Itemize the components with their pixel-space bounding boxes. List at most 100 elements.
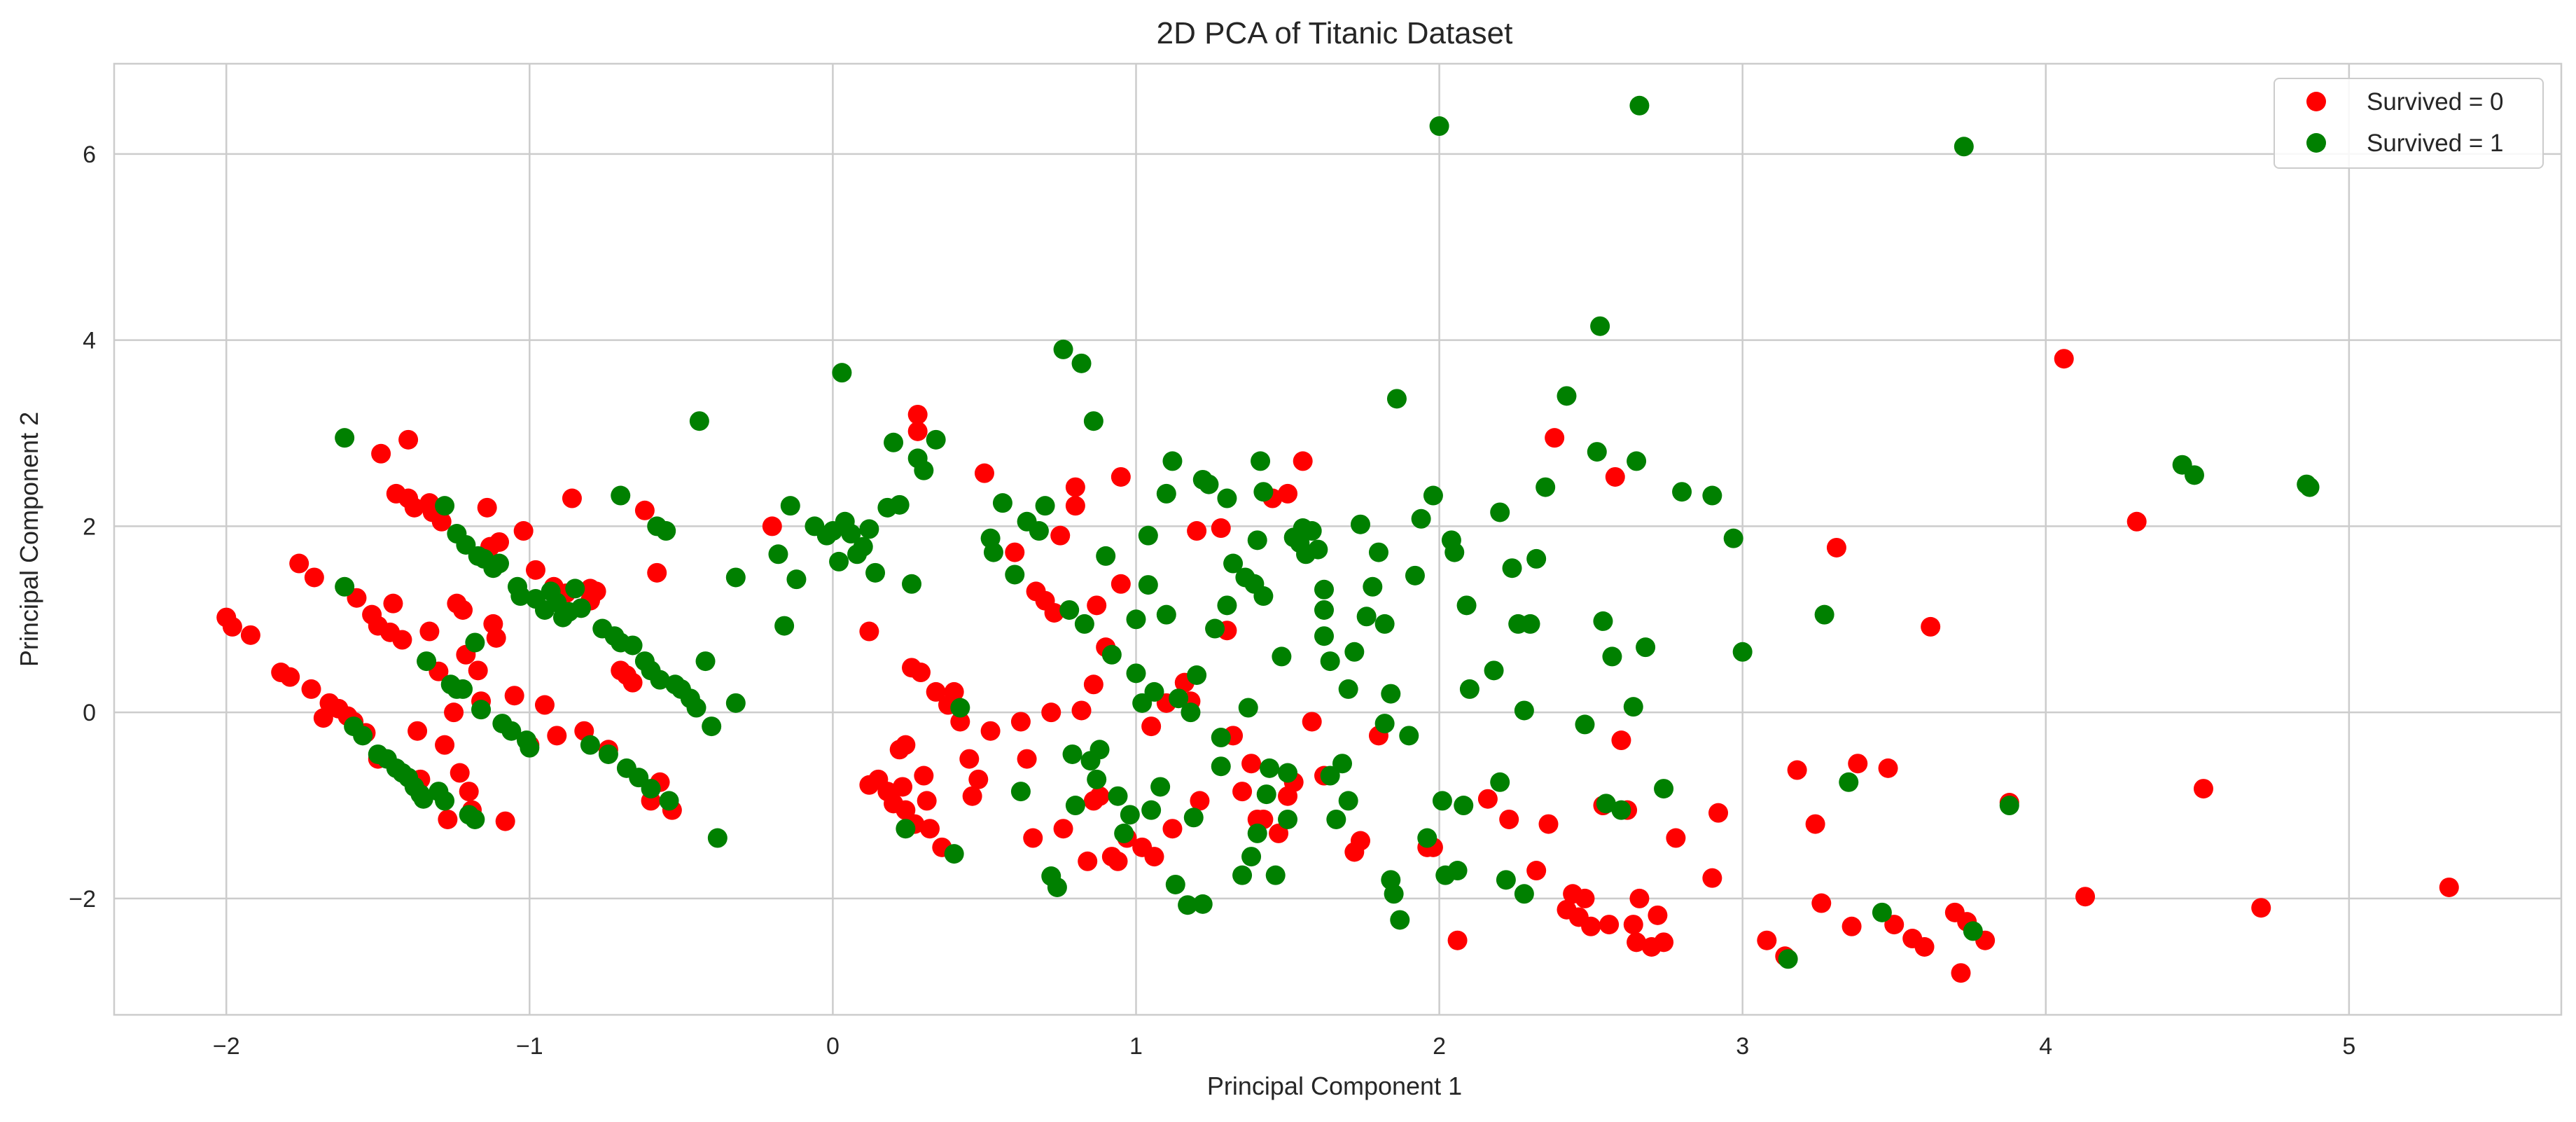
data-point	[1320, 766, 1340, 786]
data-point	[504, 686, 524, 706]
data-point	[1083, 674, 1103, 695]
data-point	[1217, 595, 1237, 616]
data-point	[896, 819, 916, 839]
data-point	[1757, 930, 1777, 950]
data-point	[659, 791, 679, 811]
data-point	[398, 429, 419, 450]
x-tick-label: 3	[1736, 1033, 1749, 1060]
data-point	[1459, 679, 1480, 699]
data-point	[1071, 353, 1092, 373]
data-point	[1374, 614, 1395, 634]
data-point	[1514, 884, 1534, 904]
data-point	[1183, 808, 1204, 828]
data-point	[1842, 916, 1862, 936]
data-point	[920, 819, 940, 839]
data-point	[829, 551, 849, 572]
data-point	[408, 721, 428, 741]
data-point	[1181, 702, 1201, 723]
data-point	[1590, 316, 1610, 336]
data-point	[444, 702, 464, 723]
data-point	[859, 621, 879, 642]
data-point	[622, 635, 643, 656]
data-point	[622, 672, 643, 693]
data-point	[1269, 823, 1289, 843]
data-point	[780, 496, 800, 516]
data-point	[1278, 809, 1298, 829]
x-tick-label: −1	[516, 1033, 543, 1060]
y-tick-label: 4	[83, 328, 96, 354]
data-point	[1050, 525, 1071, 546]
data-point	[383, 593, 403, 614]
data-point	[1575, 888, 1595, 908]
data-point	[1514, 700, 1534, 721]
data-point	[1251, 451, 1271, 471]
data-point	[762, 516, 782, 536]
data-point	[1120, 805, 1140, 825]
y-tick-label: 0	[83, 700, 96, 726]
data-point	[944, 844, 964, 864]
data-point	[1384, 884, 1404, 904]
data-point	[1490, 502, 1510, 522]
x-tick-labels: −2 −1 0 1 2 3 4 5	[213, 1033, 2355, 1060]
data-point	[1611, 800, 1631, 820]
y-tick-label: 2	[83, 513, 96, 540]
data-point	[1732, 642, 1753, 662]
data-point	[1320, 651, 1340, 672]
data-point	[1144, 681, 1164, 702]
data-point	[1089, 786, 1110, 806]
data-point	[1256, 784, 1276, 805]
data-point	[1623, 915, 1643, 935]
data-point	[1629, 95, 1650, 116]
data-point	[1456, 595, 1477, 616]
data-point	[950, 712, 970, 732]
data-point	[1314, 626, 1335, 646]
data-point	[1332, 754, 1352, 774]
data-point	[1065, 477, 1085, 497]
data-point	[1078, 851, 1098, 871]
data-point	[1141, 800, 1162, 820]
legend-label-survived-1: Survived = 1	[2367, 130, 2504, 157]
data-point	[2439, 877, 2459, 897]
data-point	[495, 811, 515, 831]
data-point	[725, 693, 746, 713]
data-point	[1432, 791, 1452, 811]
data-point	[1302, 521, 1322, 541]
data-point	[501, 721, 522, 741]
data-point	[1654, 779, 1674, 799]
data-point	[1914, 937, 1935, 957]
data-point	[1074, 614, 1094, 634]
legend-label-survived-0: Survived = 0	[2367, 88, 2504, 116]
data-point	[1111, 574, 1131, 594]
data-point	[1089, 740, 1110, 760]
data-point	[1350, 831, 1370, 851]
y-tick-label: −2	[69, 886, 96, 913]
data-point	[893, 777, 913, 797]
data-point	[774, 616, 795, 636]
data-point	[1144, 847, 1164, 867]
data-point	[1205, 618, 1225, 639]
data-point	[1814, 604, 1834, 625]
data-point	[2184, 465, 2204, 485]
data-point	[1241, 754, 1262, 774]
data-point	[1805, 814, 1825, 834]
x-tick-label: 0	[826, 1033, 840, 1060]
data-point	[301, 679, 321, 699]
data-point	[2251, 898, 2271, 918]
data-point	[1872, 902, 1892, 922]
data-point	[1253, 482, 1274, 502]
data-point	[1520, 614, 1540, 634]
data-point	[889, 494, 910, 515]
data-point	[1247, 530, 1267, 550]
data-point	[1187, 665, 1207, 685]
data-point	[1005, 565, 1025, 585]
data-point	[1029, 521, 1049, 541]
data-point	[1477, 789, 1498, 809]
data-point	[1429, 116, 1449, 137]
data-point	[1178, 895, 1198, 915]
data-point	[1629, 888, 1650, 908]
data-point	[1878, 758, 1898, 778]
data-point	[371, 443, 391, 464]
data-point	[468, 660, 488, 681]
data-point	[1951, 963, 1971, 983]
legend-marker-survived-1	[2306, 133, 2326, 153]
